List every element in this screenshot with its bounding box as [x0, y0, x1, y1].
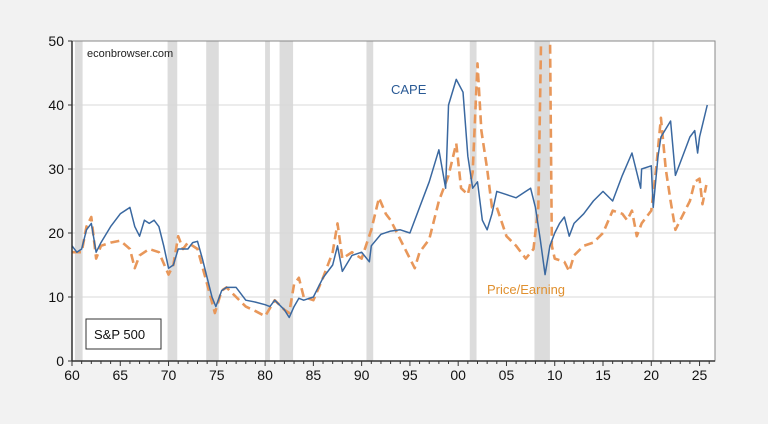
legend-box: [85, 318, 162, 350]
x-tick-label: 90: [354, 367, 370, 383]
x-tick-label: 80: [257, 367, 273, 383]
y-tick-label: 50: [48, 33, 64, 49]
series-label-cape: CAPE: [391, 82, 427, 97]
recession-band: [167, 41, 178, 361]
x-tick-label: 85: [306, 367, 322, 383]
y-tick-label: 10: [48, 289, 64, 305]
y-tick-label: 30: [48, 161, 64, 177]
series-line-price-earning: [72, 41, 708, 318]
recession-band: [74, 41, 83, 361]
box-label: S&P 500: [94, 327, 145, 342]
plot-area: [72, 41, 715, 361]
y-tick-label: 40: [48, 97, 64, 113]
x-tick-label: 10: [547, 367, 563, 383]
y-tick-label: 0: [56, 353, 64, 369]
recession-band: [206, 41, 219, 361]
recession-band: [366, 41, 374, 361]
recession-band: [469, 41, 477, 361]
x-tick-label: 25: [692, 367, 708, 383]
x-tick-label: 75: [209, 367, 225, 383]
series-line-cape: [72, 78, 709, 319]
x-tick-label: 15: [595, 367, 611, 383]
recession-band: [265, 41, 270, 361]
x-tick-label: 20: [643, 367, 659, 383]
y-tick-label: 20: [48, 225, 64, 241]
series-label-pe: Price/Earning: [487, 282, 565, 297]
recession-band: [279, 41, 294, 361]
watermark: econbrowser.com: [87, 48, 173, 60]
x-tick-label: 70: [161, 367, 177, 383]
x-tick-label: 00: [450, 367, 466, 383]
x-tick-label: 05: [499, 367, 515, 383]
x-tick-label: 95: [402, 367, 418, 383]
recession-band: [534, 41, 550, 361]
x-tick-label: 60: [64, 367, 80, 383]
x-tick-label: 65: [112, 367, 128, 383]
